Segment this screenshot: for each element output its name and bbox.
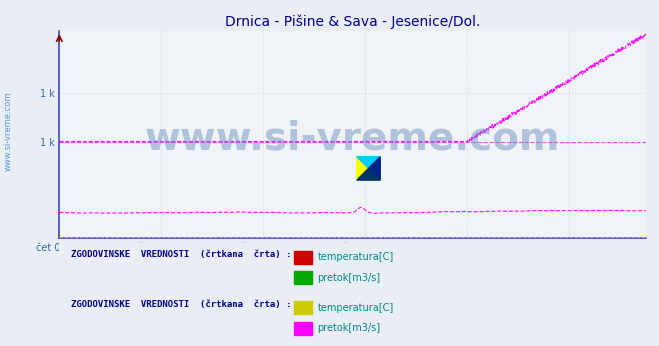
Text: www.si-vreme.com: www.si-vreme.com xyxy=(3,92,13,171)
Polygon shape xyxy=(368,157,380,180)
Text: temperatura[C]: temperatura[C] xyxy=(318,252,393,262)
Text: temperatura[C]: temperatura[C] xyxy=(318,303,393,313)
Text: www.si-vreme.com: www.si-vreme.com xyxy=(145,120,560,158)
FancyBboxPatch shape xyxy=(294,301,312,314)
Polygon shape xyxy=(357,157,380,169)
Polygon shape xyxy=(357,169,380,180)
Title: Drnica - Pišine & Sava - Jesenice/Dol.: Drnica - Pišine & Sava - Jesenice/Dol. xyxy=(225,14,480,29)
FancyBboxPatch shape xyxy=(294,271,312,284)
FancyBboxPatch shape xyxy=(294,251,312,264)
Text: pretok[m3/s]: pretok[m3/s] xyxy=(318,323,380,333)
Text: ZGODOVINSKE  VREDNOSTI  (črtkana  črta) :: ZGODOVINSKE VREDNOSTI (črtkana črta) : xyxy=(71,300,291,309)
Polygon shape xyxy=(357,157,368,180)
Text: pretok[m3/s]: pretok[m3/s] xyxy=(318,273,380,283)
Text: ZGODOVINSKE  VREDNOSTI  (črtkana  črta) :: ZGODOVINSKE VREDNOSTI (črtkana črta) : xyxy=(71,250,291,259)
FancyBboxPatch shape xyxy=(294,322,312,335)
